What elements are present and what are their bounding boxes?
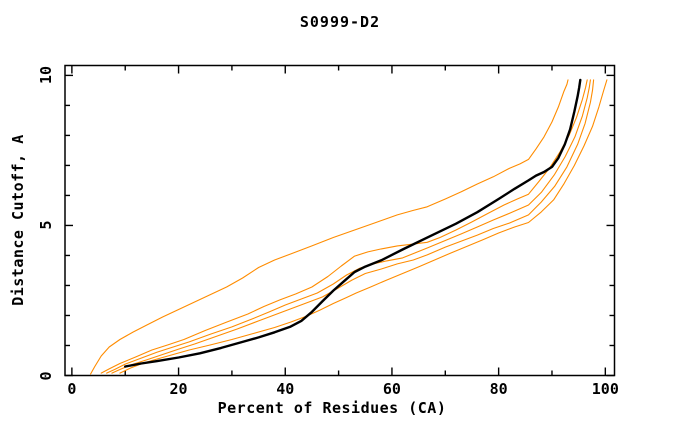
x-tick-label: 20 bbox=[169, 380, 188, 398]
x-tick-label: 60 bbox=[382, 380, 401, 398]
x-tick-label: 100 bbox=[591, 380, 619, 398]
y-tick-label: 5 bbox=[37, 220, 55, 230]
axis-frame bbox=[64, 64, 616, 377]
curve-orange-model-5 bbox=[119, 79, 608, 374]
x-tick-label: 0 bbox=[67, 380, 77, 398]
curve-orange-model-1 bbox=[90, 79, 569, 375]
curve-orange-model-4 bbox=[111, 79, 595, 374]
curve-orange-model-2 bbox=[100, 79, 588, 374]
x-axis-title: Percent of Residues (CA) bbox=[217, 399, 447, 417]
x-tick-label: 40 bbox=[276, 380, 295, 398]
curve-black-model bbox=[124, 78, 582, 368]
y-tick-label: 10 bbox=[37, 66, 55, 85]
chart-title: S0999-D2 bbox=[299, 13, 381, 31]
y-axis-title: Distance Cutoff, A bbox=[9, 134, 27, 306]
y-tick-label: 0 bbox=[37, 370, 55, 381]
x-tick-label: 80 bbox=[489, 380, 508, 398]
